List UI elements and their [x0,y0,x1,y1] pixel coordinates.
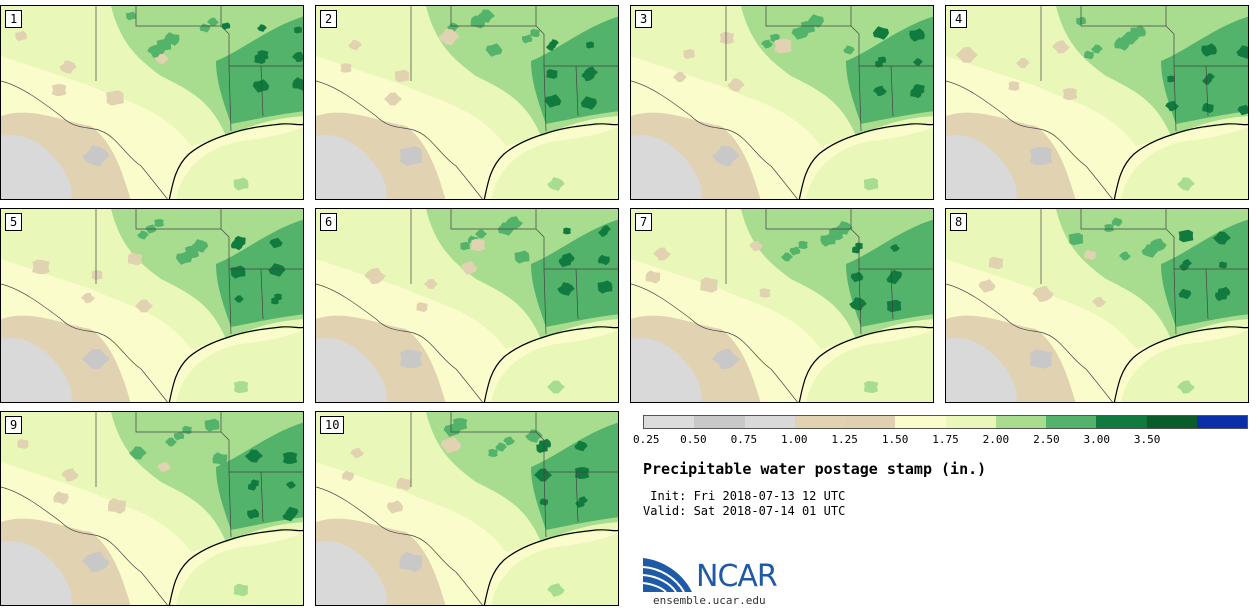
colorbar-tick-label: 1.00 [781,433,808,446]
member-number-label: 10 [320,416,345,434]
colorbar-segment [1196,416,1247,428]
colorbar-tick-label: 3.00 [1083,433,1111,446]
colorbar-segment [744,416,795,428]
colorbar-segment [895,416,946,428]
colorbar-segment [1096,416,1147,428]
colorbar-segment [694,416,745,428]
ncar-logo-icon [642,558,692,593]
member-number-label: 6 [320,213,338,231]
init-time: Init: Fri 2018-07-13 12 UTC [643,489,846,503]
ensemble-member-map: 5 [0,208,304,403]
member-number-label: 3 [635,10,653,28]
ensemble-member-map: 2 [315,5,619,200]
member-number-label: 9 [5,416,23,434]
colorbar-segment [794,416,845,428]
colorbar-segment [995,416,1046,428]
colorbar-tick-label: 0.50 [680,433,707,446]
colorbar [643,415,1248,429]
member-number-label: 4 [950,10,968,28]
colorbar-segment [945,416,996,428]
colorbar-tick-label: 1.75 [932,433,959,446]
colorbar-segment [1046,416,1097,428]
ensemble-member-map: 8 [945,208,1249,403]
member-number-label: 1 [5,10,23,28]
colorbar-tick-label: 2.00 [982,433,1010,446]
colorbar-tick-label: 3.50 [1133,433,1161,446]
ensemble-member-map: 1 [0,5,304,200]
member-number-label: 5 [5,213,23,231]
colorbar-tick-label: 1.25 [831,433,858,446]
logo-text: NCAR [696,559,778,594]
logo-url: ensemble.ucar.edu [653,594,766,607]
member-number-label: 8 [950,213,968,231]
ensemble-member-map: 10 [315,411,619,606]
colorbar-tick-label: 2.50 [1033,433,1060,446]
ensemble-member-map: 4 [945,5,1249,200]
colorbar-segment [644,416,695,428]
ensemble-member-map: 9 [0,411,304,606]
colorbar-labels: 0.25 0.50 0.75 1.00 1.25 1.50 1.75 2.00 2.50 3.00… [633,433,1248,447]
colorbar-segment [1146,416,1197,428]
figure-title: Precipitable water postage stamp (in.) [643,460,987,478]
member-number-label: 7 [635,213,653,231]
colorbar-tick-label: 0.25 [633,433,660,446]
colorbar-tick-label: 0.75 [730,433,758,446]
valid-time: Valid: Sat 2018-07-14 01 UTC [643,504,846,518]
ensemble-member-map: 6 [315,208,619,403]
ensemble-member-map: 3 [630,5,934,200]
member-number-label: 2 [320,10,338,28]
colorbar-tick-label: 1.50 [881,433,909,446]
colorbar-segment [845,416,896,428]
ensemble-member-map: 7 [630,208,934,403]
